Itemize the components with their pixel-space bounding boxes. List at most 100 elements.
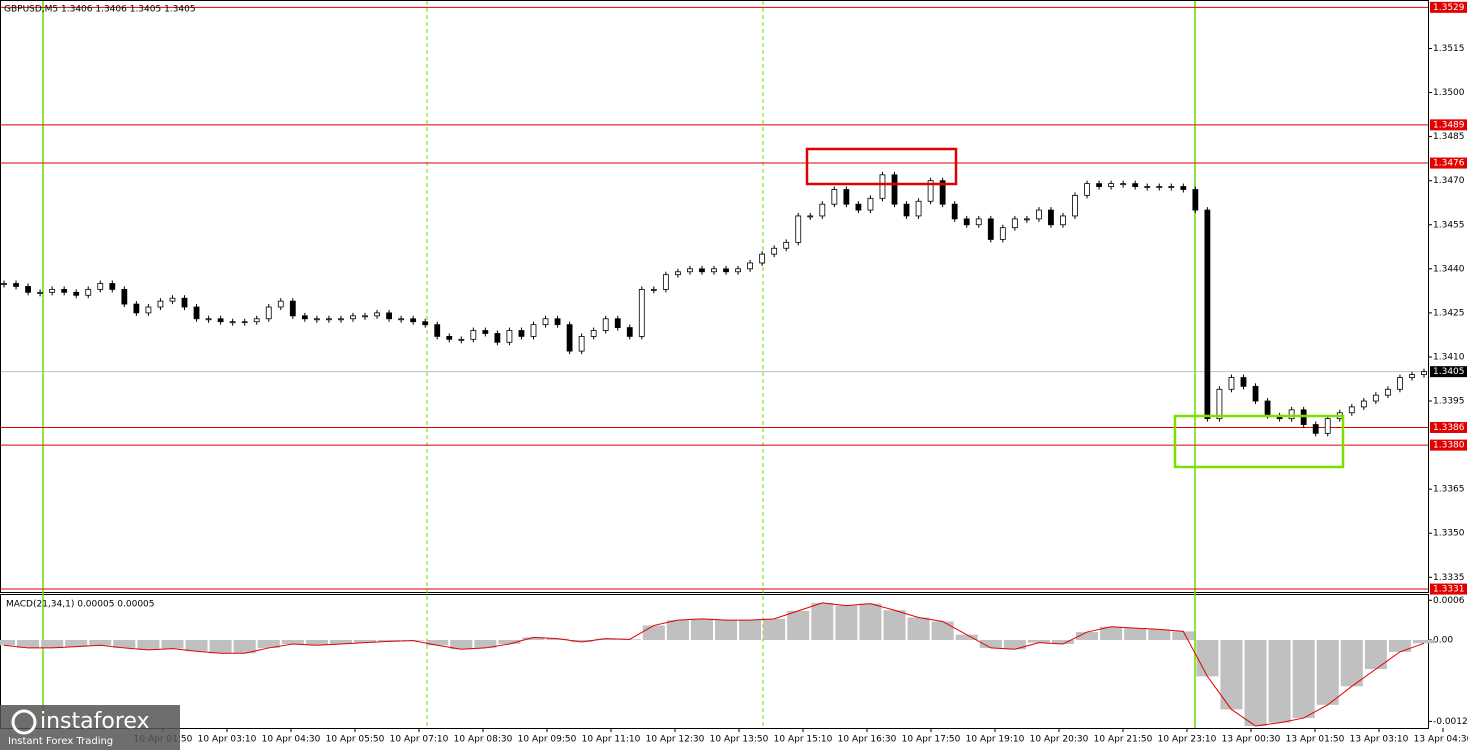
candle <box>374 312 380 317</box>
candle <box>1096 183 1102 187</box>
highlight-box <box>1173 414 1345 469</box>
macd-bar <box>17 639 40 648</box>
candle <box>1384 388 1391 396</box>
x-tick-label: 10 Apr 11:10 <box>582 735 641 745</box>
candle <box>458 338 465 341</box>
price-pane <box>0 0 1429 593</box>
candle <box>867 197 874 211</box>
candle <box>1023 218 1030 221</box>
candle <box>1060 215 1066 226</box>
candle <box>1168 186 1175 188</box>
candle <box>602 318 609 331</box>
macd-bar <box>185 639 208 652</box>
highlight-box <box>805 147 958 186</box>
x-tick-label: 13 Apr 01:50 <box>1286 735 1345 745</box>
candle <box>1048 209 1054 226</box>
macd-bar <box>1412 639 1436 644</box>
macd-bar <box>1292 639 1315 719</box>
y-tick-label: 1.3440 <box>1433 264 1465 274</box>
macd-bar <box>426 639 449 646</box>
y-tick-label: 0.0006 <box>1433 596 1465 606</box>
macd-bar <box>1051 639 1075 644</box>
macd-bar <box>281 639 304 644</box>
candle <box>25 286 31 293</box>
candle <box>1011 218 1018 229</box>
x-tick-label: 10 Apr 20:30 <box>1030 735 1089 745</box>
macd-bar <box>1076 632 1099 640</box>
x-tick-label: 10 Apr 19:10 <box>966 735 1025 745</box>
level-label-bg <box>1430 1 1467 13</box>
candle <box>205 318 212 321</box>
candle <box>1132 183 1139 187</box>
macd-bar <box>1268 639 1291 723</box>
candle <box>879 174 886 199</box>
candle <box>1372 394 1379 402</box>
candle <box>831 189 838 205</box>
macd-bar <box>329 639 352 644</box>
macd-bar <box>353 639 377 643</box>
macd-bar <box>835 605 858 640</box>
macd-bar <box>474 639 497 648</box>
y-tick-label: 1.3470 <box>1433 176 1465 186</box>
candle <box>662 274 669 290</box>
logo: instaforex Instant Forex Trading <box>0 705 180 750</box>
level-label: 1.3489 <box>1433 120 1465 130</box>
candle <box>699 268 705 273</box>
macd-bar <box>931 621 954 640</box>
candle <box>1397 377 1403 390</box>
candle <box>49 288 56 293</box>
candle <box>626 327 633 337</box>
candle <box>37 291 44 294</box>
candle <box>1144 186 1151 188</box>
macd-title: MACD(21,34,1) 0.00005 0.00005 <box>6 600 155 610</box>
candle <box>422 321 429 326</box>
candle <box>1108 183 1115 187</box>
x-tick-label: 10 Apr 09:50 <box>518 735 577 745</box>
candle <box>963 218 970 226</box>
candle <box>723 268 729 273</box>
candle <box>542 318 549 326</box>
macd-bar <box>739 620 762 640</box>
candle <box>73 291 80 296</box>
level-label: 1.3476 <box>1433 159 1465 169</box>
y-tick-label: 1.3425 <box>1433 308 1465 318</box>
candle <box>1156 186 1163 188</box>
candle <box>939 180 946 205</box>
candle <box>807 215 814 218</box>
macd-bar <box>546 638 569 640</box>
x-tick-label: 10 Apr 23:10 <box>1158 735 1217 745</box>
macd-bar <box>113 639 136 648</box>
macd-bar <box>715 620 738 640</box>
x-tick-label: 10 Apr 15:10 <box>774 735 833 745</box>
candle <box>1409 374 1415 378</box>
candle <box>771 247 778 255</box>
candle <box>759 253 766 264</box>
y-tick-label: 1.3335 <box>1433 573 1465 583</box>
candle <box>386 312 392 320</box>
candle <box>590 330 597 337</box>
level-label-bg <box>1430 157 1467 169</box>
candle <box>566 324 573 352</box>
macd-bar <box>883 610 906 640</box>
candle <box>747 262 754 270</box>
macd-pane <box>0 594 1429 729</box>
macd-signal <box>3 602 1425 727</box>
candle <box>903 203 910 217</box>
macd-bar <box>1100 626 1123 640</box>
candle <box>289 300 296 317</box>
level-label: 1.3331 <box>1433 585 1465 595</box>
y-tick-label: 0.00 <box>1433 635 1453 645</box>
macd-bar <box>522 637 545 640</box>
macd-bar <box>1244 639 1267 727</box>
macd-bar <box>1172 631 1195 640</box>
macd-bar <box>137 639 160 650</box>
y-tick-label: 1.3515 <box>1433 44 1465 54</box>
macd-bar <box>1003 639 1026 650</box>
candle <box>265 306 272 320</box>
candle <box>97 283 104 290</box>
macd-bar <box>570 639 593 642</box>
x-tick-label: 10 Apr 21:50 <box>1094 735 1153 745</box>
level-label-bg <box>1430 583 1467 595</box>
candle <box>61 288 68 293</box>
